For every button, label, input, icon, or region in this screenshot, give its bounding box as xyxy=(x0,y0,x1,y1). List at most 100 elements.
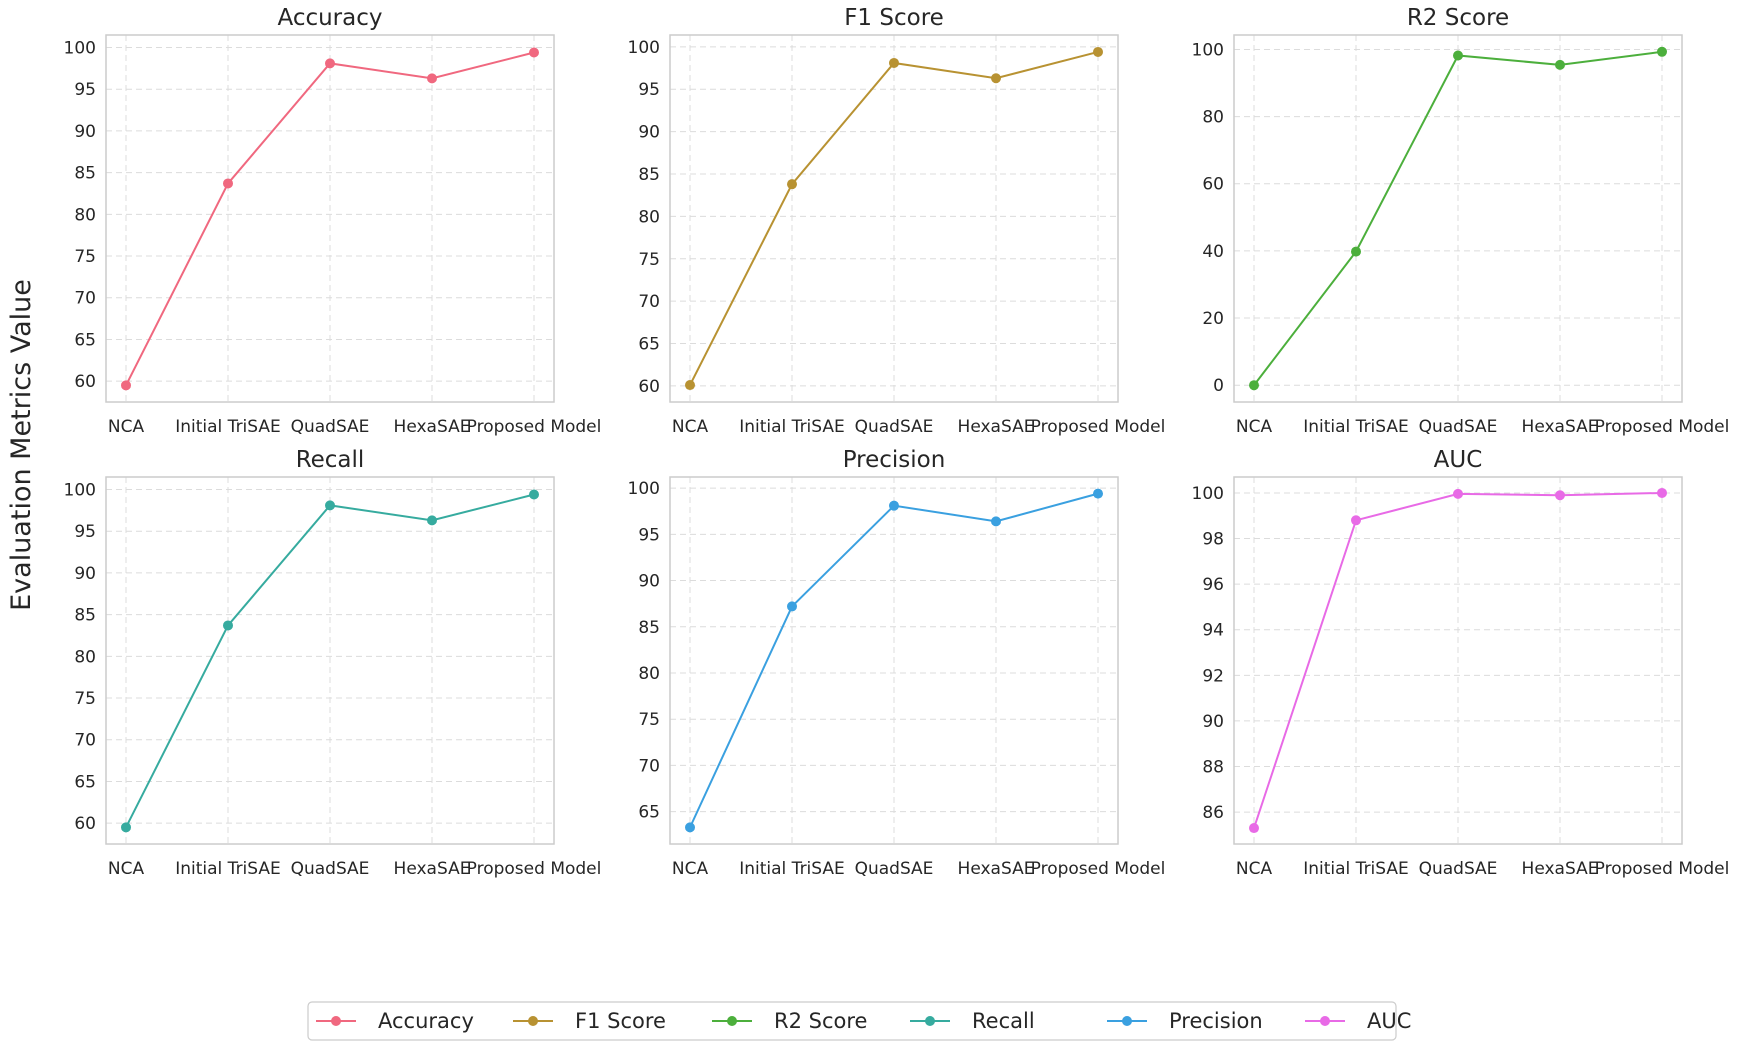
x-tick-label: HexaSAE xyxy=(958,859,1035,879)
y-tick-label: 70 xyxy=(74,289,96,309)
y-tick-label: 70 xyxy=(74,731,96,751)
x-tick-label: Initial TriSAE xyxy=(1303,859,1409,879)
y-tick-label: 85 xyxy=(74,606,96,626)
y-tick-label: 65 xyxy=(74,330,96,350)
data-point xyxy=(1249,823,1259,834)
data-point xyxy=(1555,59,1565,70)
y-tick-label: 86 xyxy=(1202,803,1224,823)
y-tick-label: 85 xyxy=(74,164,96,184)
data-point xyxy=(685,822,695,833)
y-tick-label: 85 xyxy=(638,618,660,638)
legend-entry: R2 Score xyxy=(712,1009,867,1033)
data-point xyxy=(121,380,131,391)
x-tick-label: QuadSAE xyxy=(855,417,934,437)
y-tick-label: 75 xyxy=(74,247,96,267)
y-tick-label: 40 xyxy=(1202,242,1224,262)
data-point xyxy=(991,73,1001,84)
chart-panel-3: R2 Score 0 20 40 60 80 100 NCA Initial TriSAE Qua… xyxy=(1192,5,1730,437)
x-tick-label: Initial TriSAE xyxy=(739,859,845,879)
chart-title: F1 Score xyxy=(844,5,944,31)
data-point xyxy=(685,380,695,391)
x-tick-label: Initial TriSAE xyxy=(175,859,281,879)
y-tick-label: 65 xyxy=(638,335,660,355)
data-point xyxy=(325,58,335,69)
x-tick-label: Initial TriSAE xyxy=(175,417,281,437)
x-tick-label: NCA xyxy=(108,417,145,437)
data-point xyxy=(529,47,539,58)
data-point xyxy=(1453,50,1463,61)
x-tick-label: Proposed Model xyxy=(1031,417,1166,437)
y-tick-label: 88 xyxy=(1202,757,1224,777)
y-tick-label: 95 xyxy=(74,522,96,542)
data-point xyxy=(427,515,437,526)
legend-label: Precision xyxy=(1169,1009,1263,1033)
chart-title: R2 Score xyxy=(1407,5,1509,31)
legend-label: R2 Score xyxy=(774,1009,867,1033)
y-tick-label: 20 xyxy=(1202,309,1224,329)
legend-marker xyxy=(727,1016,737,1026)
y-tick-label: 96 xyxy=(1202,575,1224,595)
legend-marker xyxy=(925,1016,935,1026)
legend-marker xyxy=(1122,1016,1132,1026)
x-tick-label: QuadSAE xyxy=(1419,859,1498,879)
y-tick-label: 100 xyxy=(1192,40,1224,60)
figure-ylabel: Evaluation Metrics Value xyxy=(6,279,37,611)
y-tick-label: 80 xyxy=(1202,108,1224,128)
y-tick-label: 60 xyxy=(1202,175,1224,195)
legend-entry: Accuracy xyxy=(316,1009,474,1033)
plot-frame xyxy=(669,34,1119,403)
y-tick-label: 100 xyxy=(64,39,96,59)
legend-marker xyxy=(1320,1016,1330,1026)
legend-label: Accuracy xyxy=(378,1009,474,1033)
y-tick-label: 92 xyxy=(1202,666,1224,686)
y-tick-label: 95 xyxy=(74,80,96,100)
x-tick-label: NCA xyxy=(1236,859,1273,879)
legend-label: Recall xyxy=(972,1009,1035,1033)
y-tick-label: 100 xyxy=(64,481,96,501)
chart-panel-6: AUC 86 88 90 92 94 96 98 100 NCA Initial TriSAE Qua… xyxy=(1192,447,1730,879)
plot-frame xyxy=(105,34,555,403)
y-tick-label: 95 xyxy=(638,525,660,545)
data-point xyxy=(1351,246,1361,257)
plot-frame xyxy=(105,476,555,845)
x-tick-label: QuadSAE xyxy=(1419,417,1498,437)
y-tick-label: 75 xyxy=(638,710,660,730)
chart-title: AUC xyxy=(1434,447,1483,473)
x-tick-label: HexaSAE xyxy=(1522,859,1599,879)
data-point xyxy=(223,620,233,631)
y-tick-label: 85 xyxy=(638,165,660,185)
plot-frame xyxy=(669,476,1119,845)
y-tick-label: 60 xyxy=(74,372,96,392)
legend-entry: Precision xyxy=(1107,1009,1263,1033)
data-point xyxy=(1351,515,1361,526)
y-tick-label: 90 xyxy=(74,122,96,142)
chart-title: Accuracy xyxy=(277,5,382,31)
legend-marker xyxy=(528,1016,538,1026)
x-tick-label: HexaSAE xyxy=(394,859,471,879)
y-tick-label: 70 xyxy=(638,756,660,776)
data-point xyxy=(1249,380,1259,391)
y-tick-label: 65 xyxy=(74,772,96,792)
x-tick-label: NCA xyxy=(672,859,709,879)
y-tick-label: 98 xyxy=(1202,530,1224,550)
y-tick-label: 90 xyxy=(1202,712,1224,732)
y-tick-label: 100 xyxy=(1192,484,1224,504)
y-tick-label: 60 xyxy=(638,377,660,397)
plot-frame xyxy=(1233,34,1683,403)
data-point xyxy=(787,601,797,612)
x-tick-label: QuadSAE xyxy=(291,417,370,437)
plot-frame xyxy=(1233,476,1683,845)
chart-panel-1: Accuracy 60 65 70 75 80 85 90 95 100 NCA Initial Tr… xyxy=(64,5,602,437)
chart-panel-2: F1 Score 60 65 70 75 80 85 90 95 100 NCA Initial Tr… xyxy=(628,5,1166,437)
data-point xyxy=(121,822,131,833)
legend-entry: F1 Score xyxy=(513,1009,666,1033)
data-point xyxy=(529,489,539,500)
legend-label: AUC xyxy=(1367,1009,1411,1033)
x-tick-label: Proposed Model xyxy=(467,417,602,437)
y-tick-label: 100 xyxy=(628,479,660,499)
x-tick-label: NCA xyxy=(672,417,709,437)
y-tick-label: 94 xyxy=(1202,621,1224,641)
y-tick-label: 80 xyxy=(638,664,660,684)
x-tick-label: Proposed Model xyxy=(467,859,602,879)
x-tick-label: HexaSAE xyxy=(1522,417,1599,437)
